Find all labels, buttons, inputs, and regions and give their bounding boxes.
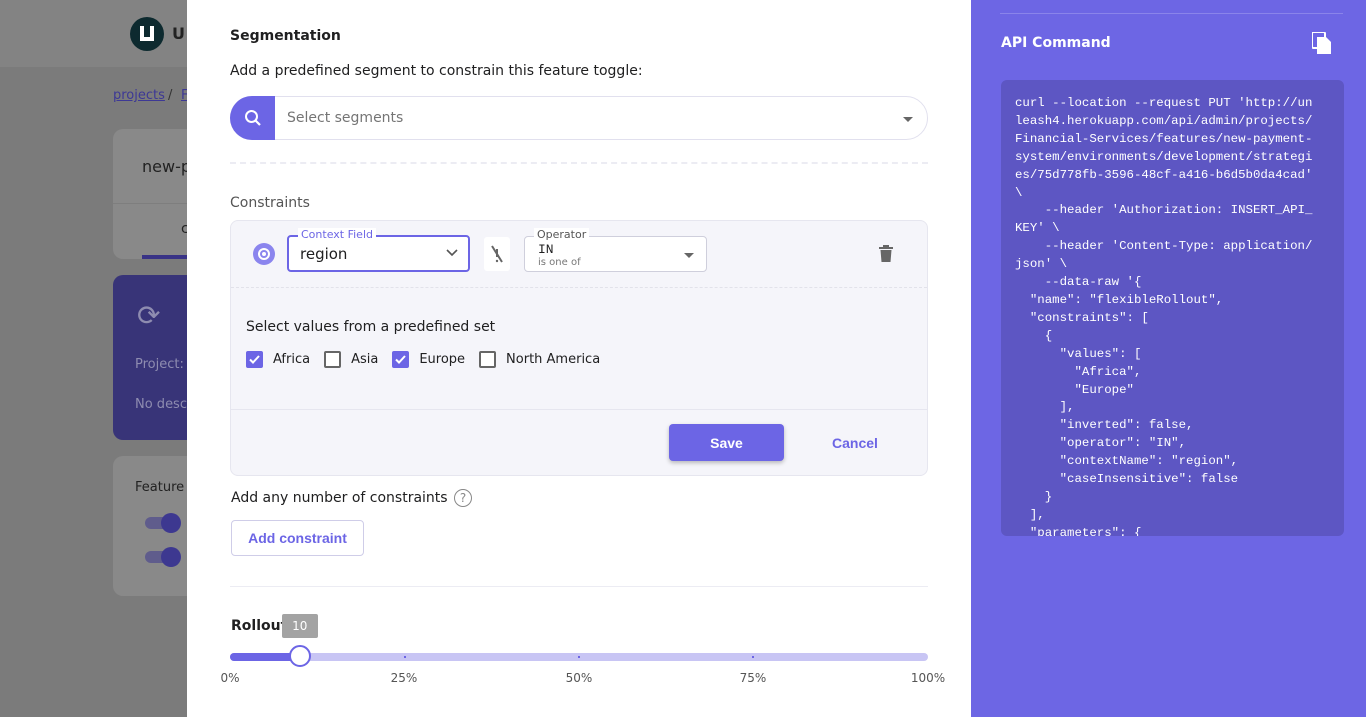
operator-select[interactable]: Operator IN is one of (524, 228, 707, 272)
context-field-select[interactable]: Context Field region (287, 228, 470, 272)
rollout-value-tooltip: 10 (281, 614, 318, 638)
logo-text: U (172, 24, 185, 43)
search-icon (230, 96, 275, 140)
checkbox-unchecked-icon[interactable] (479, 351, 497, 368)
segmentation-description: Add a predefined segment to constrain th… (230, 63, 643, 79)
operator-label: Operator (534, 228, 590, 241)
sync-icon: ⟳ (137, 299, 161, 332)
tab-overview[interactable]: c (181, 221, 189, 237)
slider-mark-label: 100% (910, 671, 946, 685)
checkbox-europe[interactable]: Europe (392, 351, 465, 368)
slider-mark-label: 50% (565, 671, 593, 685)
checkbox-africa[interactable]: Africa (246, 351, 310, 368)
copy-icon[interactable] (1312, 32, 1332, 54)
values-checkbox-group: Africa Asia Europe North America (246, 351, 614, 368)
delete-icon[interactable] (879, 245, 893, 262)
values-title: Select values from a predefined set (246, 319, 496, 335)
cancel-button[interactable]: Cancel (800, 424, 910, 461)
project-description: No desc (135, 397, 187, 412)
features-label: Feature (135, 480, 185, 495)
api-command-code: curl --location --request PUT 'http://un… (1015, 96, 1313, 536)
dropdown-arrow-icon[interactable] (903, 117, 913, 122)
operator-value: IN (538, 242, 554, 257)
environment-toggle[interactable] (145, 547, 181, 567)
constraint-icon (253, 243, 275, 265)
feature-title: new-p (142, 157, 191, 176)
context-field-label: Context Field (298, 228, 376, 241)
slider-mark-label: 75% (739, 671, 767, 685)
breadcrumb-projects[interactable]: projects (113, 88, 165, 103)
chevron-down-icon (446, 249, 458, 257)
checkbox-checked-icon[interactable] (392, 351, 410, 368)
slider-mark-label: 0% (220, 671, 240, 685)
breadcrumb-project[interactable]: F (181, 88, 189, 103)
project-label: Project: (135, 357, 184, 372)
checkbox-label: Europe (419, 352, 466, 367)
slider-tick (404, 656, 406, 658)
api-command-title: API Command (1001, 35, 1111, 51)
tab-indicator (142, 255, 202, 259)
constraints-title: Constraints (230, 195, 310, 211)
checkbox-checked-icon[interactable] (246, 351, 263, 368)
dropdown-arrow-icon (684, 253, 694, 258)
segment-search-input[interactable] (287, 110, 847, 126)
save-button[interactable]: Save (669, 424, 784, 461)
checkbox-asia[interactable]: Asia (324, 351, 378, 368)
add-constraints-hint: Add any number of constraints (231, 490, 448, 506)
checkbox-unchecked-icon[interactable] (324, 351, 342, 368)
checkbox-label: North America (506, 352, 601, 367)
segmentation-title: Segmentation (230, 28, 341, 44)
rollout-slider-thumb[interactable] (288, 645, 311, 667)
add-constraint-button[interactable]: Add constraint (231, 520, 364, 556)
breadcrumb-separator: / (168, 88, 173, 103)
rollout-title: Rollout (231, 618, 288, 634)
unleash-logo[interactable] (130, 17, 164, 51)
case-insensitive-icon (491, 245, 503, 263)
case-sensitive-toggle[interactable] (484, 237, 510, 271)
checkbox-label: Asia (351, 352, 379, 367)
slider-mark-label: 25% (390, 671, 418, 685)
section-divider (230, 162, 928, 164)
operator-description: is one of (538, 257, 581, 268)
context-field-value: region (300, 245, 348, 263)
checkbox-label: Africa (273, 352, 311, 367)
checkbox-north-america[interactable]: North America (479, 351, 600, 368)
slider-tick (578, 656, 580, 658)
api-command-code-block: curl --location --request PUT 'http://un… (1001, 80, 1344, 536)
help-icon[interactable]: ? (454, 489, 472, 507)
segment-select[interactable] (230, 96, 928, 140)
section-divider (230, 586, 928, 587)
slider-tick (752, 656, 754, 658)
rollout-slider-fill (230, 653, 300, 661)
environment-toggle[interactable] (145, 513, 181, 533)
